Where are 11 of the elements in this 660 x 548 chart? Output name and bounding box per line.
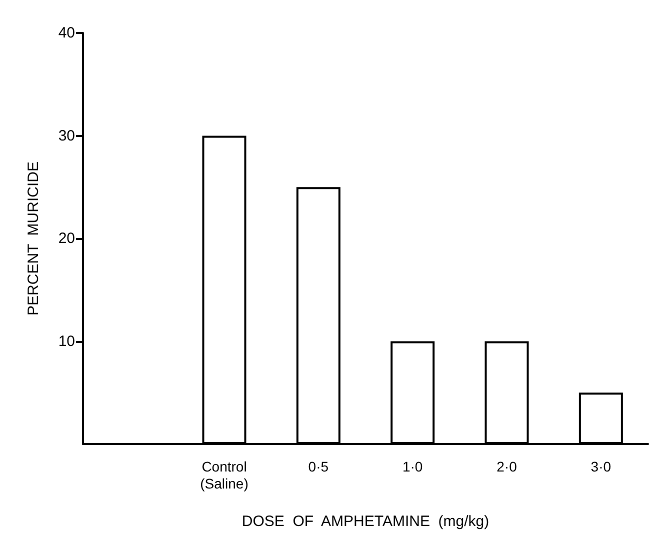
y-tick-label: 10 — [58, 332, 75, 350]
x-tick-label: 1·0 — [402, 458, 423, 474]
y-axis-title: PERCENT MURICIDE — [25, 162, 42, 316]
x-tick-label: 3·0 — [590, 458, 612, 474]
x-axis-title: DOSE OF AMPHETAMINE (mg/kg) — [242, 513, 490, 530]
y-tick-label: 30 — [58, 127, 75, 144]
x-tick-label: 0·5 — [308, 458, 329, 474]
y-tick-label: 20 — [58, 230, 75, 247]
x-tick-label: Control (Saline) — [200, 458, 248, 492]
y-tick-label: 40 — [58, 24, 75, 42]
x-tick-label: 2·0 — [496, 458, 518, 474]
